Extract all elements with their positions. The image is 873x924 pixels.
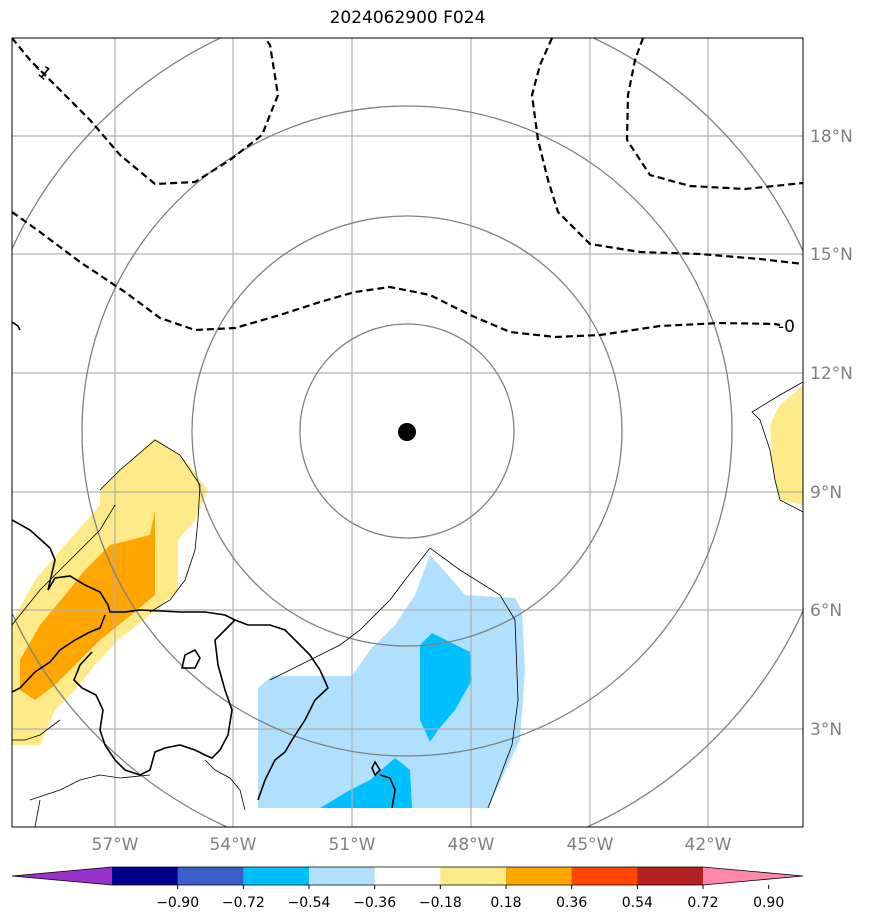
negative-anomaly-region-light [258, 555, 525, 808]
graticule [12, 38, 803, 827]
lon-label-51w: 51°W [329, 835, 376, 855]
colorbar-tick-label: −0.90 [156, 895, 199, 911]
lat-label-15n: 15°N [810, 245, 853, 265]
colorbar-segment [506, 867, 573, 885]
negative-anomaly-region-medium [420, 633, 472, 742]
map-title: 2024062900 F024 [329, 8, 486, 28]
lat-label-12n: 12°N [810, 364, 853, 384]
colorbar-tick-label: 0.54 [622, 895, 653, 911]
lat-label-3n: 3°N [810, 720, 842, 740]
colorbar-tick-label: −0.36 [353, 895, 396, 911]
colorbar-tick-label: −0.18 [419, 895, 462, 911]
colorbar-segment [374, 867, 441, 885]
colorbar-tick-label: −0.72 [222, 895, 265, 911]
lon-label-57w: 57°W [92, 835, 139, 855]
lon-label-45w: 45°W [567, 835, 614, 855]
negative-anomaly-region-medium-south [320, 758, 412, 808]
lat-label-18n: 18°N [810, 127, 853, 147]
positive-anomaly-region-dark [20, 510, 155, 700]
boundaries [12, 381, 803, 827]
lat-label-9n: 9°N [810, 483, 842, 503]
colorbar-segment [177, 867, 244, 885]
map-frame [11, 37, 804, 828]
longitude-labels: 57°W 54°W 51°W 48°W 45°W 42°W [92, 835, 732, 855]
colorbar-segment [309, 867, 376, 885]
colorbar-extend-high [703, 867, 803, 885]
colorbar-segment [571, 867, 638, 885]
colorbar-segment [440, 867, 507, 885]
contours [12, 38, 803, 339]
latitude-labels: 18°N 15°N 12°N 9°N 6°N 3°N [810, 127, 853, 740]
colorbar-segment [637, 867, 704, 885]
colorbar-extend-low [12, 867, 112, 885]
colorbar-segment [112, 867, 179, 885]
colorbar: −0.90 −0.72 −0.54 −0.36 −0.18 0.18 0.36 0.54 0.7… [11, 866, 804, 911]
colorbar-tick-label: 0.72 [687, 895, 718, 911]
lon-label-42w: 42°W [685, 835, 732, 855]
colorbar-tick-label: 0.90 [753, 895, 784, 911]
map-plot-area: -1 -0 [12, 38, 803, 827]
storm-center-marker [398, 423, 416, 441]
contour-label-minus-0: -0 [778, 317, 795, 337]
positive-anomaly-region-east [770, 385, 803, 505]
lat-label-6n: 6°N [810, 601, 842, 621]
coastlines [12, 321, 396, 809]
colorbar-tick-label: 0.36 [556, 895, 587, 911]
lon-label-48w: 48°W [448, 835, 495, 855]
colorbar-segment [243, 867, 310, 885]
lon-label-54w: 54°W [210, 835, 257, 855]
colorbar-outline [11, 866, 804, 886]
range-rings [12, 38, 803, 827]
colorbar-tick-label: −0.54 [288, 895, 331, 911]
colorbar-tick-label: 0.18 [490, 895, 521, 911]
